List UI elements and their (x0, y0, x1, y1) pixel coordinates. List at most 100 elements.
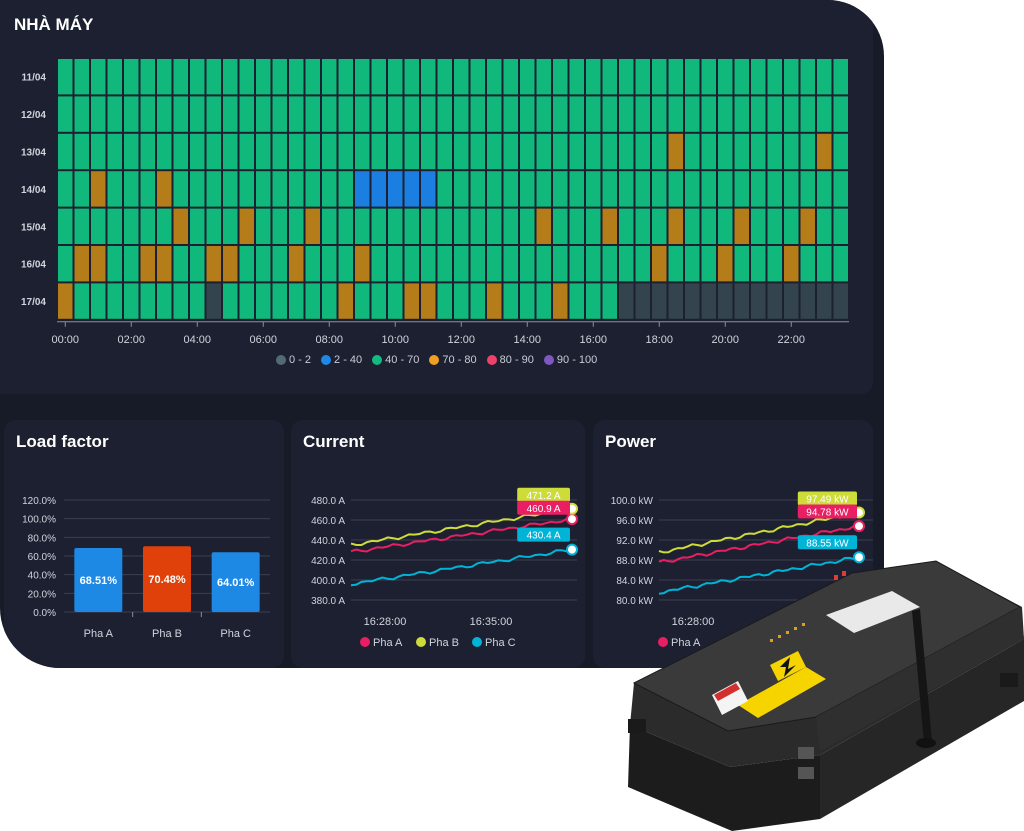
legend-swatch (486, 355, 497, 365)
heatmap-cell (58, 246, 73, 282)
heatmap-cell (470, 133, 485, 170)
heatmap-x-tick-label: 12:00 (447, 334, 475, 346)
heatmap-legend-item[interactable]: 80 - 90 (486, 354, 534, 366)
heatmap-cell (388, 133, 403, 170)
load-factor-title: Load factor (16, 432, 109, 451)
heatmap-cell (58, 283, 73, 319)
heatmap-cell (800, 246, 815, 282)
series-line-pha-a (658, 523, 860, 563)
heatmap-cell (223, 246, 238, 282)
heatmap-cell (767, 283, 782, 319)
heatmap-cell (602, 96, 617, 132)
heatmap-cell (140, 208, 155, 244)
heatmap-cell (239, 96, 254, 132)
heatmap-cell (586, 208, 601, 244)
current-chart: 480.0 A 460.0 A 440.0 A 420.0 A 400.0 A 380.0… (311, 487, 578, 649)
heatmap-cell (619, 59, 634, 95)
heatmap-cell (305, 133, 320, 170)
heatmap-cell (817, 59, 832, 95)
heatmap-legend-item[interactable]: 90 - 100 (543, 354, 597, 366)
dashboard-frame: NHÀ MÁY 11/04 12/04 13/04 14/04 15/04 16/04 17… (0, 0, 884, 668)
heatmap-cell (536, 133, 551, 170)
heatmap-cell (190, 208, 205, 244)
heatmap-cell (652, 133, 667, 170)
x-category-label: Pha C (220, 628, 251, 640)
legend-swatch (416, 637, 426, 647)
heatmap-row-label: 14/04 (21, 185, 46, 196)
heatmap-cell (239, 133, 254, 170)
heatmap-cell (784, 246, 799, 282)
heatmap-cell (322, 208, 337, 244)
heatmap-cell (635, 246, 650, 282)
heatmap-cell (239, 208, 254, 244)
value-badge-bg (517, 500, 570, 515)
heatmap-cell (107, 133, 122, 170)
heatmap-cell (124, 208, 139, 244)
heatmap-cell (371, 171, 386, 207)
heatmap-cell (124, 283, 139, 319)
heatmap-legend-item[interactable]: 0 - 2 (276, 354, 311, 366)
heatmap-cell (74, 96, 89, 132)
heatmap-cell (767, 133, 782, 170)
y-tick-label: 60.0% (28, 552, 56, 563)
heatmap-cell (206, 96, 221, 132)
heatmap-card: NHÀ MÁY 11/04 12/04 13/04 14/04 15/04 16/04 17… (0, 0, 873, 394)
heatmap-cell (256, 171, 271, 207)
bar-pha-c (211, 552, 260, 612)
heatmap-cell (784, 283, 799, 319)
heatmap-cell (718, 59, 733, 95)
x-tick-label: 16:35:00 (470, 616, 513, 628)
heatmap-cell (107, 208, 122, 244)
series-line-pha-b (658, 511, 860, 554)
heatmap-legend-item[interactable]: 70 - 80 (429, 354, 477, 366)
heatmap-row-label: 17/04 (21, 297, 46, 308)
heatmap-cell (173, 246, 188, 282)
heatmap-cell (553, 59, 568, 95)
heatmap-cell (685, 171, 700, 207)
heatmap-cell (421, 208, 436, 244)
heatmap-cell (602, 208, 617, 244)
power-chart: 100.0 kW 96.0 kW 92.0 kW 88.0 kW 84.0 kW 80.0… (611, 491, 873, 649)
heatmap-cell (685, 133, 700, 170)
heatmap-cell (718, 96, 733, 132)
heatmap-cell (817, 208, 832, 244)
heatmap-cell (652, 246, 667, 282)
heatmap-cell (107, 96, 122, 132)
heatmap-cell (833, 246, 848, 282)
value-badge-bg (797, 491, 857, 506)
heatmap-cell (701, 171, 716, 207)
heatmap-cell (91, 59, 106, 95)
heatmap-cell (74, 283, 89, 319)
heatmap-cell (322, 96, 337, 132)
y-tick-label: 92.0 kW (616, 536, 653, 547)
y-tick-label: 20.0% (28, 589, 56, 600)
value-badge-bg (797, 535, 857, 550)
heatmap-cell (602, 59, 617, 95)
power-title: Power (605, 432, 657, 451)
heatmap-cell (767, 246, 782, 282)
heatmap-cell (734, 246, 749, 282)
heatmap-cell (437, 208, 452, 244)
value-badge-label: 97.49 kW (806, 495, 849, 506)
heatmap-x-tick-label: 08:00 (315, 334, 343, 346)
heatmap-cell (206, 133, 221, 170)
heatmap-cell (338, 246, 353, 282)
heatmap-cell (173, 96, 188, 132)
heatmap-cell (784, 133, 799, 170)
heatmap-cell (388, 171, 403, 207)
heatmap-cell (536, 96, 551, 132)
value-badge: 97.49 kW (797, 491, 857, 506)
heatmap-legend-item[interactable]: 40 - 70 (372, 354, 419, 366)
y-tick-label: 88.0 kW (616, 556, 653, 567)
heatmap-cell (586, 171, 601, 207)
heatmap-cell (751, 283, 766, 319)
legend-label: Pha A (671, 637, 701, 649)
legend-swatch (658, 637, 668, 647)
heatmap-cell (305, 96, 320, 132)
heatmap-cell (421, 246, 436, 282)
y-tick-label: 80.0% (28, 533, 56, 544)
heatmap-cell (784, 96, 799, 132)
series-line-pha-b (350, 507, 573, 546)
current-card: Current 480.0 A 460.0 A 440.0 A 420.0 A 400.… (291, 420, 585, 668)
heatmap-legend-item[interactable]: 2 - 40 (321, 354, 362, 366)
